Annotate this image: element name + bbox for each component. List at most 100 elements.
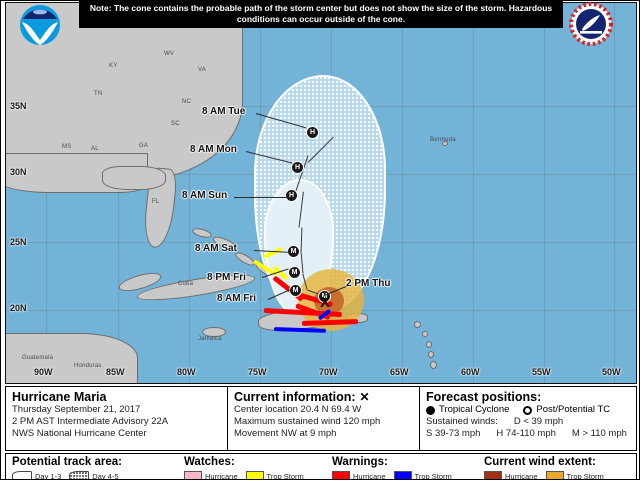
current-position-marker: X bbox=[320, 294, 331, 311]
land-label-ga: GA bbox=[139, 143, 149, 149]
current-information-column: Current information: ✕ Center location 2… bbox=[228, 387, 420, 450]
legend-item-ts-warning: Trop Storm bbox=[393, 471, 452, 480]
lon-label-50w: 50W bbox=[602, 367, 621, 377]
legend-watches: Watches: Hurricane Trop Storm bbox=[178, 454, 326, 480]
storm-info-column: Hurricane Maria Thursday September 21, 2… bbox=[6, 387, 228, 450]
hurricane-warning-swatch bbox=[332, 471, 350, 479]
nws-logo bbox=[569, 2, 613, 46]
hurricane-watch-swatch bbox=[184, 471, 202, 479]
forecast-point-8am-mon[interactable]: H bbox=[292, 162, 303, 173]
forecast-point-8pm-fri[interactable]: M bbox=[289, 267, 300, 278]
legend-item-hurricane-watch: Hurricane bbox=[184, 471, 238, 480]
storm-date: Thursday September 21, 2017 bbox=[12, 404, 141, 415]
land-label-guatemala: Guatemala bbox=[22, 355, 54, 361]
land-lesser-antilles-1 bbox=[414, 321, 421, 328]
maximum-sustained-wind: Maximum sustained wind 120 mph bbox=[234, 416, 381, 427]
legend-wind-ts-label: Trop Storm bbox=[566, 471, 604, 480]
noaa-logo bbox=[17, 2, 63, 48]
lon-label-55w: 55W bbox=[532, 367, 551, 377]
tropical-cyclone-label: Tropical Cyclone bbox=[439, 404, 510, 415]
gridline-lon-85w bbox=[118, 3, 119, 383]
wind-ts-swatch bbox=[545, 471, 564, 479]
legend-item-day-4-5: Day 4-5 bbox=[69, 471, 119, 480]
legend-warnings: Warnings: Hurricane Trop Storm bbox=[326, 454, 478, 480]
land-label-tn: TN bbox=[94, 91, 103, 97]
legend-potential-track-title: Potential track area: bbox=[12, 456, 122, 468]
land-jamaica bbox=[202, 327, 226, 337]
legend-ts-watch-label: Trop Storm bbox=[266, 471, 304, 480]
land-central-america bbox=[6, 333, 138, 383]
land-label-jamaica: Jamaica bbox=[198, 336, 222, 342]
lon-label-75w: 75W bbox=[248, 367, 267, 377]
land-label-wv: WV bbox=[164, 51, 175, 57]
storm-name: Hurricane Maria bbox=[12, 390, 107, 404]
land-label-bermuda: Bermuda bbox=[430, 137, 456, 143]
lat-label-25n: 25N bbox=[10, 237, 27, 247]
leader-8am-sun bbox=[234, 197, 290, 198]
land-label-al: AL bbox=[91, 146, 99, 152]
legend-ts-warning-label: Trop Storm bbox=[414, 471, 452, 480]
forecast-point-8am-tue[interactable]: H bbox=[307, 127, 318, 138]
land-label-sc: SC bbox=[171, 121, 180, 127]
forecast-point-8am-sat[interactable]: M bbox=[288, 246, 299, 257]
scale-s: S 39-73 mph bbox=[426, 428, 481, 439]
label-8am-sun: 8 AM Sun bbox=[182, 190, 228, 201]
label-8am-fri: 8 AM Fri bbox=[217, 293, 257, 304]
lat-label-20n: 20N bbox=[10, 303, 27, 313]
land-florida-panhandle bbox=[102, 166, 166, 190]
land-label-fl: FL bbox=[152, 199, 160, 205]
forecast-positions-title: Forecast positions: bbox=[426, 390, 542, 404]
lon-label-85w: 85W bbox=[106, 367, 125, 377]
current-information-title: Current information: bbox=[234, 390, 356, 404]
land-lesser-antilles-3 bbox=[426, 341, 432, 348]
cone-day13-icon bbox=[12, 471, 32, 479]
label-8pm-fri: 8 PM Fri bbox=[207, 272, 246, 283]
scale-m: M > 110 mph bbox=[571, 428, 627, 439]
land-lesser-antilles-2 bbox=[422, 331, 428, 337]
forecast-positions-column: Forecast positions: Tropical Cyclone Pos… bbox=[420, 387, 636, 450]
legend-wind-hurricane-label: Hurricane bbox=[505, 471, 538, 480]
storm-movement: Movement NW at 9 mph bbox=[234, 428, 337, 439]
legend-day-4-5-label: Day 4-5 bbox=[92, 472, 119, 480]
lon-label-60w: 60W bbox=[461, 367, 480, 377]
land-label-ky: KY bbox=[109, 63, 118, 69]
sustained-winds-label: Sustained winds: bbox=[426, 416, 498, 427]
label-2pm-thu: 2 PM Thu bbox=[346, 278, 391, 289]
legend-item-ts-watch: Trop Storm bbox=[245, 471, 304, 480]
legend-item-hurricane-warning: Hurricane bbox=[332, 471, 386, 480]
gridline-lon-90w bbox=[46, 3, 47, 383]
label-8am-mon: 8 AM Mon bbox=[190, 144, 237, 155]
information-panel: Hurricane Maria Thursday September 21, 2… bbox=[5, 386, 637, 451]
forecast-point-8am-fri[interactable]: M bbox=[290, 285, 301, 296]
storm-advisory: 2 PM AST Intermediate Advisory 22A bbox=[12, 416, 169, 427]
legend-potential-track-area: Potential track area: Day 1-3 Day 4-5 bbox=[6, 454, 178, 480]
tropical-cyclone-icon bbox=[426, 405, 435, 415]
gridline-lon-80w bbox=[189, 3, 190, 383]
land-bermuda bbox=[442, 141, 448, 146]
legend-warnings-title: Warnings: bbox=[332, 456, 388, 468]
lon-label-65w: 65W bbox=[390, 367, 409, 377]
land-label-honduras: Honduras bbox=[74, 363, 102, 369]
legend-item-wind-hurricane: Hurricane bbox=[484, 471, 538, 480]
center-location: Center location 20.4 N 69.4 W bbox=[234, 404, 362, 415]
lon-label-90w: 90W bbox=[34, 367, 53, 377]
legend-panel: Potential track area: Day 1-3 Day 4-5 Wa… bbox=[5, 453, 637, 480]
cone-day45-icon bbox=[69, 471, 90, 479]
post-potential-tc-label: Post/Potential TC bbox=[536, 404, 611, 415]
legend-hurricane-warning-label: Hurricane bbox=[353, 471, 386, 480]
lon-label-70w: 70W bbox=[319, 367, 338, 377]
legend-hurricane-watch-label: Hurricane bbox=[205, 471, 238, 480]
gridline-lon-55w bbox=[544, 3, 545, 383]
legend-item-day-1-3: Day 1-3 bbox=[12, 471, 61, 479]
label-8am-sat: 8 AM Sat bbox=[195, 243, 237, 254]
forecast-map[interactable]: KY WV VA TN NC SC GA AL MS FL Cuba Jamai… bbox=[5, 2, 637, 384]
legend-watches-title: Watches: bbox=[184, 456, 235, 468]
forecast-point-2pm-thu[interactable]: M bbox=[319, 291, 330, 302]
land-label-va: VA bbox=[198, 67, 206, 73]
land-label-cuba: Cuba bbox=[178, 281, 194, 287]
storm-agency: NWS National Hurricane Center bbox=[12, 428, 147, 439]
lat-label-30n: 30N bbox=[10, 167, 27, 177]
post-potential-tc-icon bbox=[523, 405, 533, 415]
forecast-point-8am-sun[interactable]: H bbox=[286, 190, 297, 201]
wind-hurricane-swatch bbox=[484, 471, 502, 479]
